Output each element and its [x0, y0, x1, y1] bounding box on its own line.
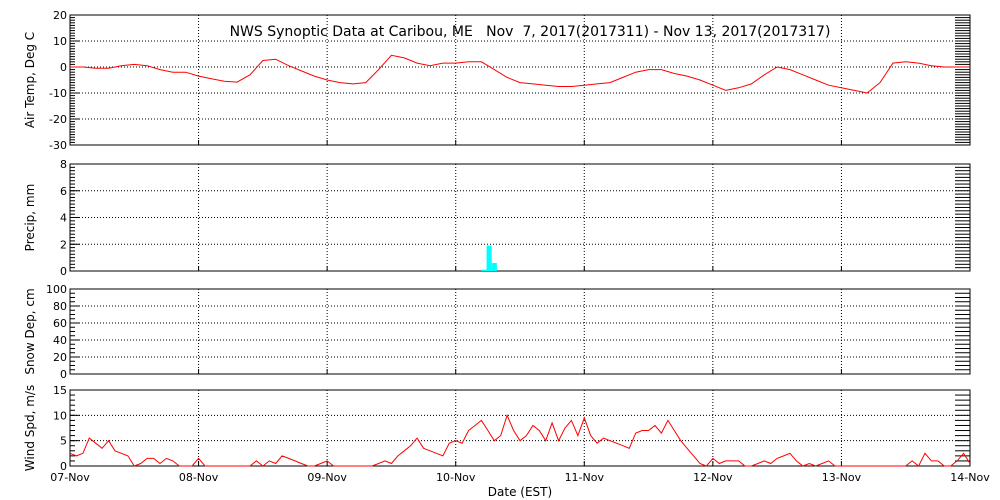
panel-air-temp: -30 -20 -10 0 10 20 Air Temp, Deg C [23, 9, 971, 152]
snow-depth-y-axis-title: Snow Dep, cm [23, 288, 37, 374]
precip-ytick-label-4: 8 [60, 158, 67, 171]
snow-depth-ytick-label-0: 0 [60, 368, 67, 381]
wind-speed-ytick-label-1: 5 [60, 435, 67, 448]
air-temp-series-line-0 [70, 54, 970, 94]
precip-bar-1 [486, 245, 492, 271]
x-tick-label-7: 14-Nov [950, 471, 990, 484]
precip-ytick-label-3: 6 [60, 185, 67, 198]
snow-depth-ytick-label-5: 100 [46, 283, 67, 296]
precip-ytick-label-2: 4 [60, 212, 67, 225]
x-tick-label-4: 11-Nov [565, 471, 605, 484]
panels: -30 -20 -10 0 10 20 Air Temp, Deg C 0 2 4 6 8 Precip… [23, 9, 971, 473]
snow-depth-ytick-label-1: 20 [53, 351, 67, 364]
air-temp-ytick-label-3: 0 [60, 61, 67, 74]
x-axis-title: Date (EST) [488, 485, 552, 499]
wind-speed-ytick-label-2: 10 [53, 409, 67, 422]
x-tick-label-6: 13-Nov [822, 471, 862, 484]
x-tick-labels: 07-Nov 08-Nov 09-Nov 10-Nov 11-Nov 12-Nov 13-N… [50, 471, 990, 484]
panel-wind-speed: 0 5 10 15 Wind Spd, m/s [23, 384, 971, 473]
snow-depth-frame [69, 288, 971, 375]
snow-depth-ytick-label-3: 60 [53, 317, 67, 330]
snow-depth-ytick-label-2: 40 [53, 334, 67, 347]
air-temp-y-axis-title: Air Temp, Deg C [23, 32, 37, 128]
x-tick-label-3: 10-Nov [436, 471, 476, 484]
precip-y-axis-title: Precip, mm [23, 184, 37, 252]
wind-speed-ytick-label-0: 0 [60, 460, 67, 473]
x-tick-label-5: 12-Nov [693, 471, 733, 484]
panel-snow-depth: 0 20 40 60 80 100 Snow Dep, cm [23, 283, 971, 381]
wind-speed-y-axis-title: Wind Spd, m/s [23, 385, 37, 471]
x-tick-label-1: 08-Nov [179, 471, 219, 484]
precip-ytick-label-1: 2 [60, 238, 67, 251]
panel-precip: 0 2 4 6 8 Precip, mm [23, 158, 971, 278]
air-temp-ytick-label-2: -10 [49, 87, 67, 100]
air-temp-ytick-label-4: 10 [53, 35, 67, 48]
air-temp-ytick-label-5: 20 [53, 9, 67, 22]
chart-title: NWS Synoptic Data at Caribou, ME Nov 7, … [230, 24, 831, 40]
precip-bar-2 [491, 262, 497, 271]
x-tick-label-0: 07-Nov [50, 471, 90, 484]
wind-speed-series-line-0 [69, 413, 971, 467]
air-temp-ytick-label-0: -30 [49, 139, 67, 152]
x-tick-label-2: 09-Nov [307, 471, 347, 484]
precip-ytick-label-0: 0 [60, 265, 67, 278]
snow-depth-ytick-label-4: 80 [53, 300, 67, 313]
wind-speed-frame [69, 389, 971, 467]
precip-bar-0 [481, 269, 487, 271]
wind-speed-ytick-label-3: 15 [53, 384, 67, 397]
air-temp-ytick-label-1: -20 [49, 113, 67, 126]
